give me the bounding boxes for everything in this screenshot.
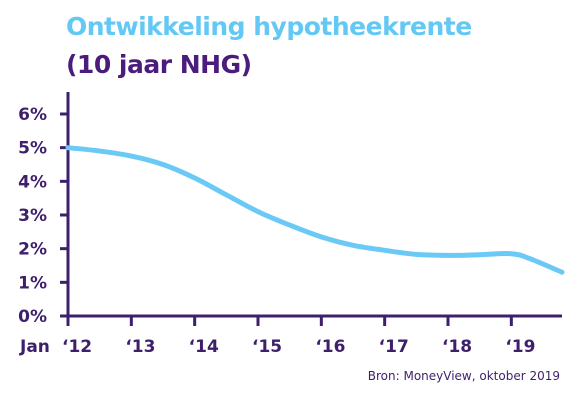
x-tick-label: ‘12 bbox=[62, 337, 92, 357]
x-axis-prefix: Jan bbox=[19, 337, 50, 357]
x-tick-label: ‘16 bbox=[315, 337, 345, 357]
series-layer bbox=[65, 145, 565, 275]
y-axis-ticks: 0% 1% 2% 3% 4% 5% 6% bbox=[18, 105, 68, 327]
chart-subtitle: (10 jaar NHG) bbox=[66, 50, 252, 79]
x-tick-label: ‘17 bbox=[379, 337, 409, 357]
y-tick-label: 5% bbox=[18, 139, 47, 159]
x-tick-label: ‘13 bbox=[125, 337, 155, 357]
y-tick-label: 3% bbox=[18, 206, 47, 226]
series-line bbox=[65, 145, 565, 275]
y-tick-label: 4% bbox=[18, 172, 47, 192]
x-tick-label: ‘18 bbox=[442, 337, 472, 357]
axes bbox=[66, 92, 562, 318]
x-axis-ticks: Jan ‘12 ‘13 ‘14 ‘15 ‘16 ‘17 ‘18 ‘19 bbox=[19, 316, 535, 357]
x-tick-label: ‘19 bbox=[505, 337, 535, 357]
y-tick-label: 1% bbox=[18, 273, 47, 293]
x-tick-label: ‘15 bbox=[252, 337, 282, 357]
source-note: Bron: MoneyView, oktober 2019 bbox=[367, 369, 560, 383]
x-tick-label: ‘14 bbox=[189, 337, 219, 357]
chart-title: Ontwikkeling hypotheekrente bbox=[66, 12, 472, 41]
y-tick-label: 6% bbox=[18, 105, 47, 125]
y-tick-label: 2% bbox=[18, 240, 47, 260]
y-tick-label: 0% bbox=[18, 307, 47, 327]
